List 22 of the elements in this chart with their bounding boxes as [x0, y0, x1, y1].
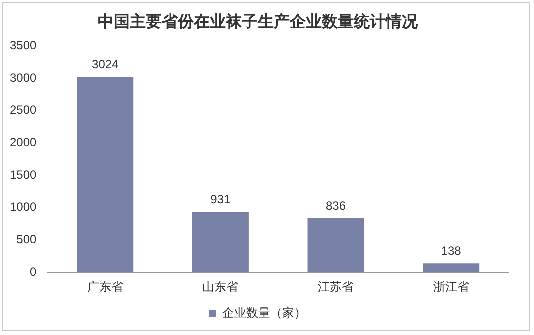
- bar: [423, 264, 480, 273]
- y-tick-label: 500: [16, 232, 38, 247]
- legend-label: 企业数量（家）: [222, 306, 306, 320]
- y-tick-label: 3500: [10, 38, 38, 53]
- chart-title: 中国主要省份在业袜子生产企业数量统计情况: [98, 12, 419, 31]
- data-label: 931: [210, 192, 232, 207]
- data-label: 3024: [92, 57, 120, 72]
- y-tick-label: 1500: [10, 168, 38, 182]
- y-tick-label: 1000: [10, 200, 38, 214]
- data-label: 836: [326, 198, 346, 213]
- x-tick-label: 江苏省: [318, 280, 354, 294]
- y-tick-label: 2500: [10, 103, 38, 118]
- y-tick-label: 2000: [10, 136, 38, 150]
- y-tick-label: 0: [30, 264, 38, 279]
- bar: [308, 218, 364, 273]
- bar: [192, 212, 249, 273]
- x-tick-label: 浙江省: [433, 280, 470, 294]
- x-tick-label: 山东省: [202, 280, 239, 294]
- x-tick-label: 广东省: [87, 280, 124, 294]
- data-label: 138: [441, 244, 462, 258]
- bar: [77, 76, 134, 273]
- y-tick-label: 3000: [10, 70, 38, 85]
